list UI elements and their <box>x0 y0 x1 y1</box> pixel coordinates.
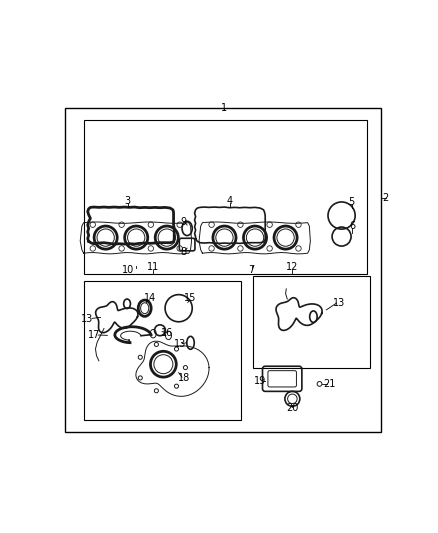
Text: 21: 21 <box>324 379 336 389</box>
Text: 8: 8 <box>180 247 186 257</box>
Text: 7: 7 <box>248 265 255 275</box>
Text: 2: 2 <box>382 193 389 203</box>
Text: 10: 10 <box>122 265 134 275</box>
Bar <box>84 281 241 420</box>
Text: 13: 13 <box>81 314 93 325</box>
Text: 12: 12 <box>286 262 299 272</box>
Text: 11: 11 <box>147 262 159 272</box>
Bar <box>253 276 371 368</box>
Bar <box>84 120 367 274</box>
Text: 16: 16 <box>161 328 173 338</box>
Text: 6: 6 <box>350 221 356 231</box>
Text: 15: 15 <box>184 293 197 303</box>
Text: 13: 13 <box>173 339 186 349</box>
Text: 9: 9 <box>180 216 186 227</box>
Text: 4: 4 <box>226 196 233 206</box>
Text: 1: 1 <box>222 103 227 113</box>
Text: 20: 20 <box>286 403 299 413</box>
Text: 18: 18 <box>178 374 190 383</box>
Text: 19: 19 <box>254 376 267 385</box>
Text: 13: 13 <box>333 298 345 308</box>
Text: 14: 14 <box>144 293 156 303</box>
Text: 5: 5 <box>349 197 355 207</box>
Text: 17: 17 <box>88 330 100 341</box>
Text: 3: 3 <box>125 196 131 206</box>
